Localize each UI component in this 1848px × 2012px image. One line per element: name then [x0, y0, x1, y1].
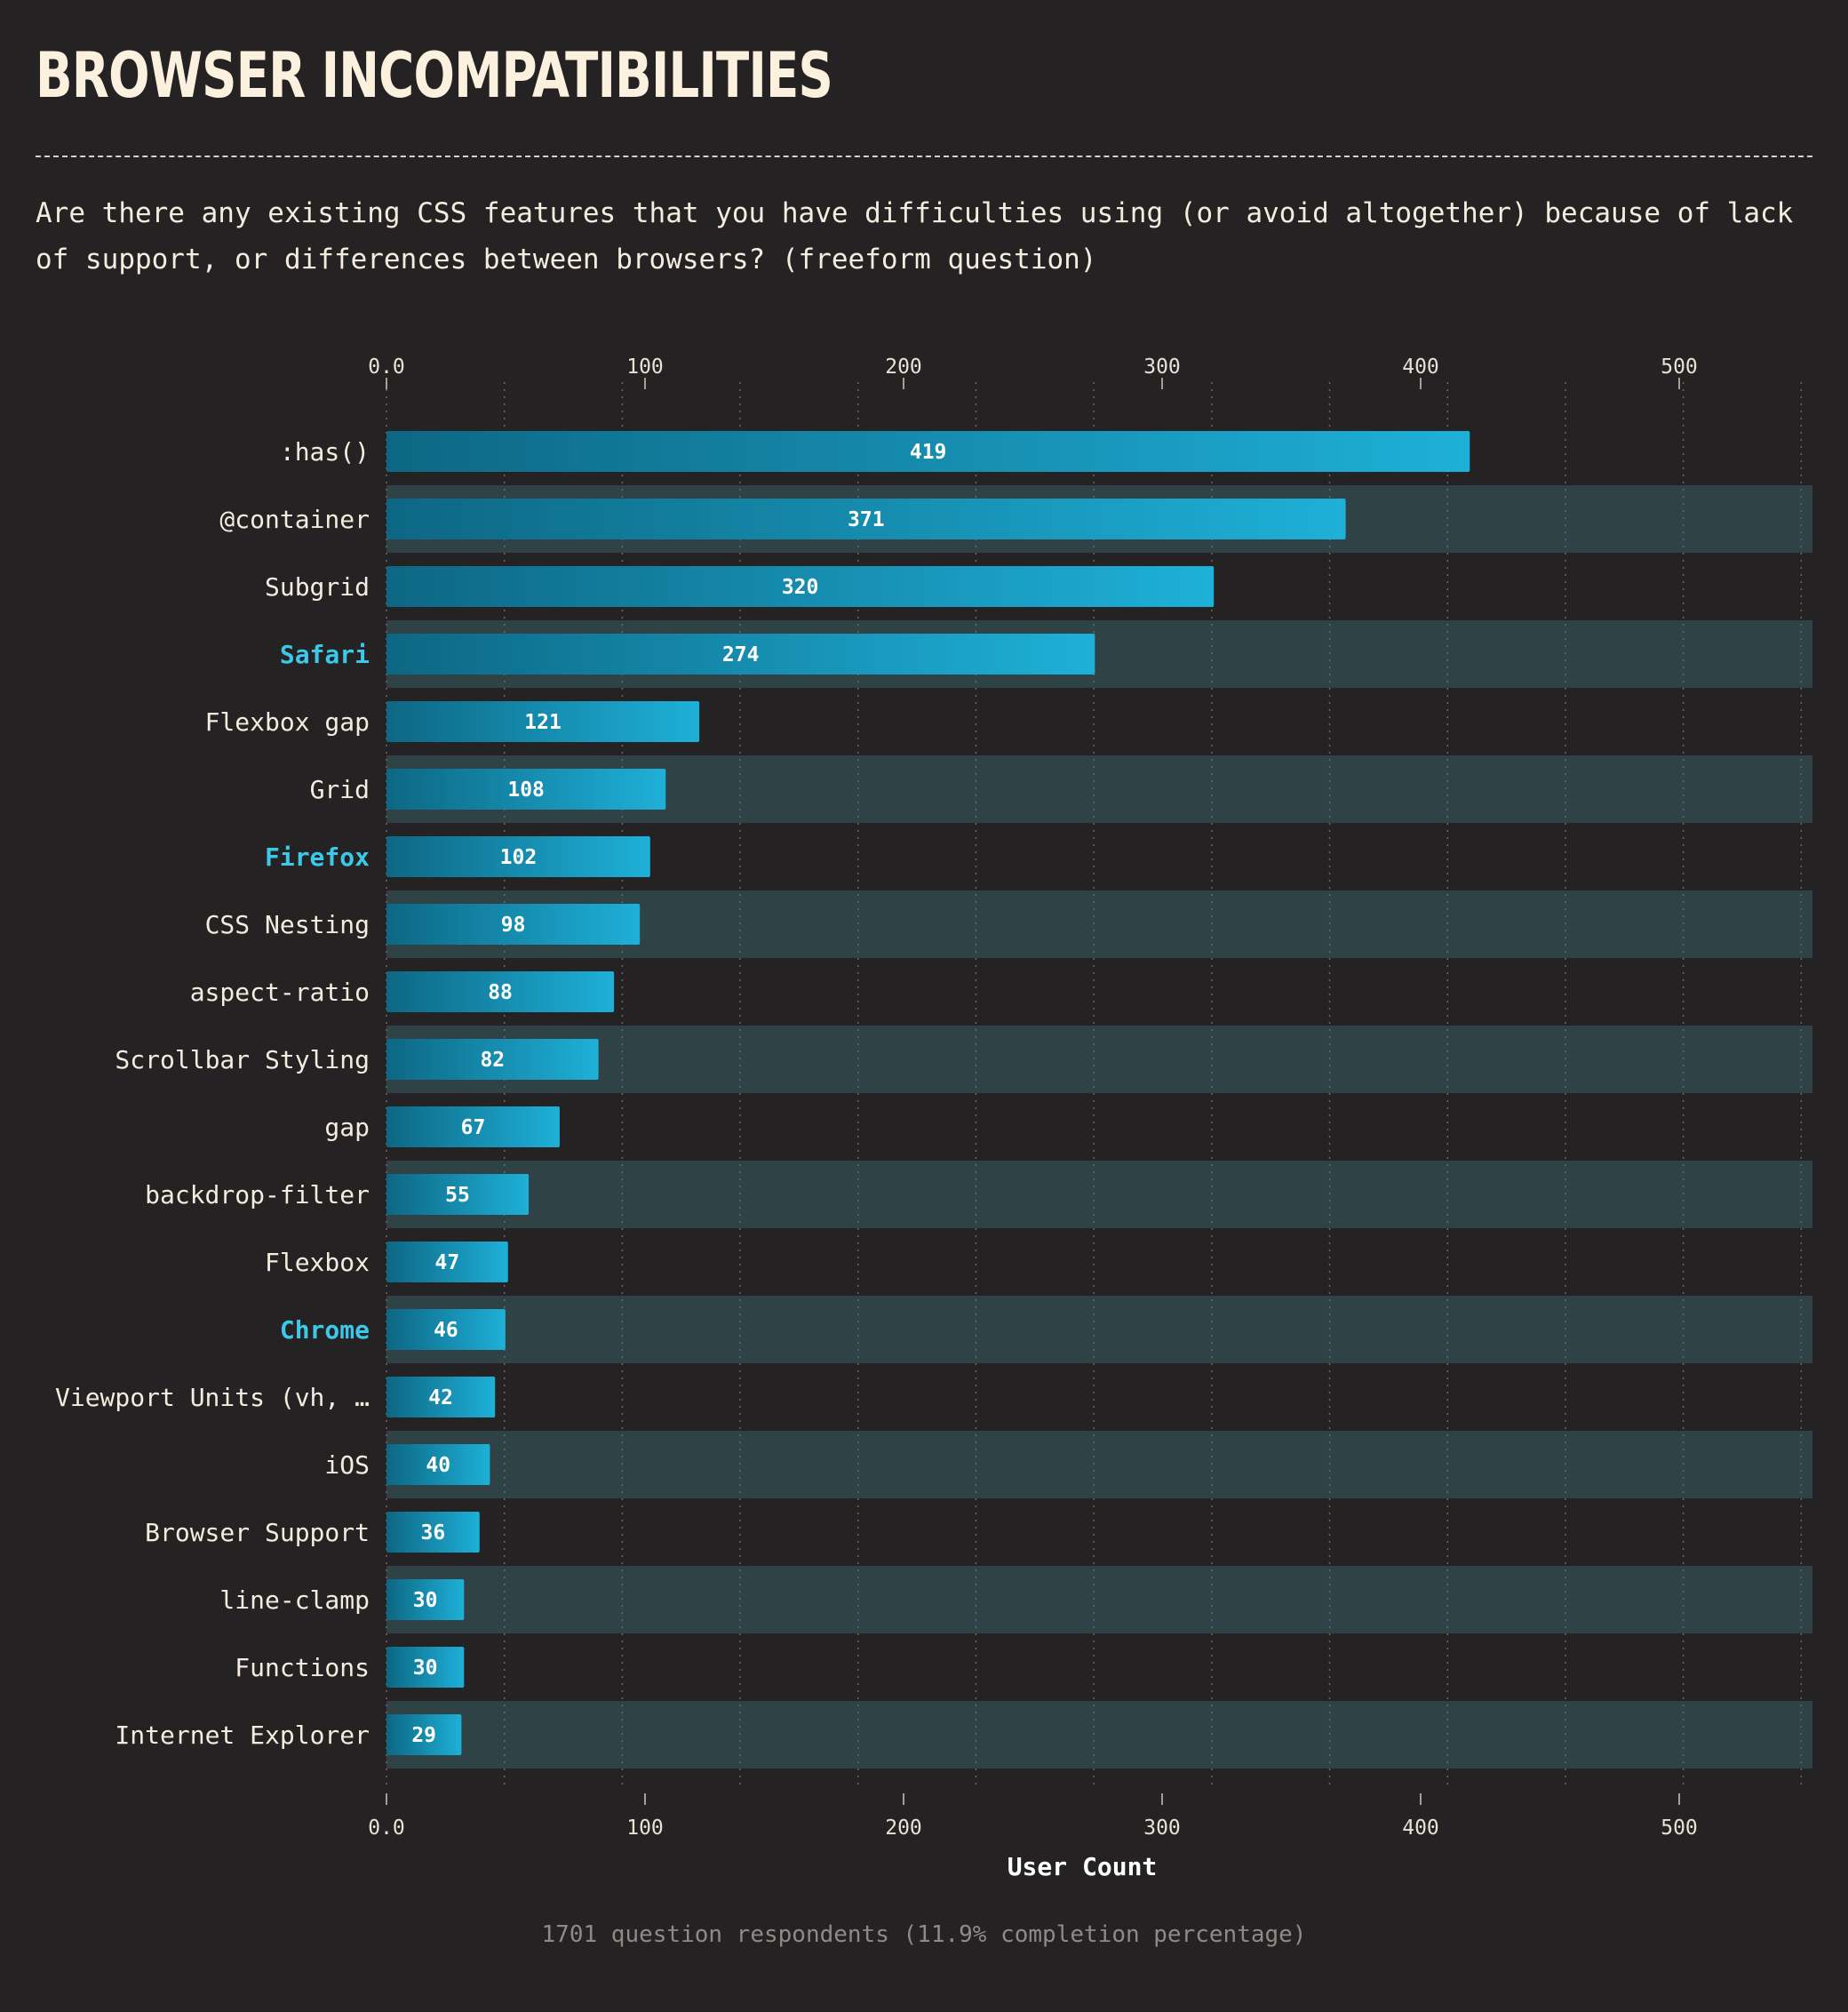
bar-value-label: 88 — [488, 981, 513, 1004]
row-bands — [386, 485, 1812, 1768]
category-label: Safari — [280, 640, 370, 669]
bar-value-label: 419 — [910, 441, 947, 464]
row-band — [386, 1296, 1812, 1363]
footnote: 1701 question respondents (11.9% complet… — [541, 1921, 1307, 1948]
category-label: Flexbox — [265, 1248, 370, 1277]
category-label: iOS — [324, 1450, 370, 1480]
bar — [386, 499, 1346, 539]
bar — [386, 1377, 496, 1417]
row-band — [386, 1431, 1812, 1498]
bar-value-label: 274 — [722, 643, 760, 667]
x-tick-label-bottom: 200 — [885, 1816, 922, 1840]
bar-value-label: 82 — [480, 1049, 505, 1072]
bar-value-label: 320 — [782, 576, 819, 599]
bar-value-label: 371 — [848, 508, 885, 531]
bar-value-label: 42 — [428, 1386, 453, 1409]
x-tick-label-top: 200 — [885, 355, 922, 379]
bar — [386, 431, 1470, 472]
category-label: @container — [219, 505, 370, 534]
x-axis-label: User Count — [1008, 1852, 1158, 1881]
bar-value-label: 30 — [413, 1589, 438, 1612]
bar — [386, 1579, 465, 1620]
category-label: CSS Nesting — [205, 910, 370, 939]
bar-value-label: 102 — [500, 846, 538, 869]
bar — [386, 566, 1215, 607]
bar — [386, 1444, 490, 1485]
bar — [386, 769, 666, 810]
x-tick-label-top: 500 — [1661, 355, 1698, 379]
row-band — [386, 1701, 1812, 1768]
category-label: Internet Explorer — [115, 1721, 370, 1750]
category-label: line-clamp — [219, 1585, 370, 1615]
question-text: Are there any existing CSS features that… — [36, 197, 1794, 275]
category-label: aspect-ratio — [190, 978, 370, 1007]
bar — [386, 971, 615, 1012]
bar — [386, 904, 641, 945]
category-label: backdrop-filter — [145, 1180, 370, 1210]
title-divider — [36, 156, 1812, 157]
bar-chart: 419 371 320 274 121 108 102 98 88 82 67 55 47 46 42 40 3… — [55, 355, 1812, 1881]
bar — [386, 836, 650, 877]
bar — [386, 1242, 508, 1282]
bar-value-label: 67 — [461, 1116, 486, 1139]
bar-value-label: 29 — [411, 1724, 436, 1747]
row-band — [386, 1566, 1812, 1633]
category-label: Chrome — [280, 1315, 370, 1345]
bar-value-label: 98 — [501, 914, 526, 937]
category-label: :has() — [280, 437, 370, 467]
bar — [386, 1174, 530, 1215]
category-label: Firefox — [265, 842, 370, 872]
x-tick-label-top: 300 — [1143, 355, 1181, 379]
x-tick-label-bottom: 300 — [1143, 1816, 1181, 1840]
bar — [386, 1309, 506, 1350]
bar-value-label: 30 — [413, 1657, 438, 1680]
axes: 0.0 0.0 100 100 200 200 300 300 400 400 500 500 :has… — [55, 355, 1698, 1840]
category-label: Grid — [310, 775, 370, 804]
x-tick-label-top: 0.0 — [368, 355, 405, 379]
bar — [386, 1714, 462, 1755]
x-tick-label-bottom: 500 — [1661, 1816, 1698, 1840]
bar — [386, 634, 1095, 675]
x-tick-label-bottom: 100 — [626, 1816, 664, 1840]
bar-value-label: 46 — [434, 1319, 458, 1342]
bar-value-label: 121 — [524, 711, 562, 734]
bar-value-label: 55 — [445, 1184, 470, 1207]
bar — [386, 1647, 465, 1688]
bars: 419 371 320 274 121 108 102 98 88 82 67 55 47 46 42 40 3… — [386, 431, 1470, 1755]
row-band — [386, 1161, 1812, 1228]
bar — [386, 1512, 480, 1553]
category-label: Browser Support — [145, 1518, 370, 1547]
category-label: Scrollbar Styling — [115, 1045, 370, 1074]
bar — [386, 1106, 560, 1147]
x-tick-label-top: 100 — [626, 355, 664, 379]
bar-value-label: 108 — [507, 778, 545, 802]
category-label: Viewport Units (vh, … — [55, 1383, 370, 1412]
x-tick-label-bottom: 0.0 — [368, 1816, 405, 1840]
bar — [386, 1039, 599, 1080]
bar — [386, 701, 700, 742]
chart-title: BROWSER INCOMPATIBILITIES — [36, 39, 833, 112]
category-label: Subgrid — [265, 572, 370, 602]
bar-value-label: 47 — [435, 1251, 460, 1274]
row-band — [386, 1026, 1812, 1093]
x-tick-label-top: 400 — [1402, 355, 1439, 379]
category-label: Functions — [235, 1653, 370, 1682]
category-label: gap — [324, 1113, 370, 1142]
x-tick-label-bottom: 400 — [1402, 1816, 1439, 1840]
bar-value-label: 36 — [421, 1521, 446, 1545]
category-label: Flexbox gap — [205, 707, 370, 737]
bar-value-label: 40 — [426, 1454, 450, 1477]
